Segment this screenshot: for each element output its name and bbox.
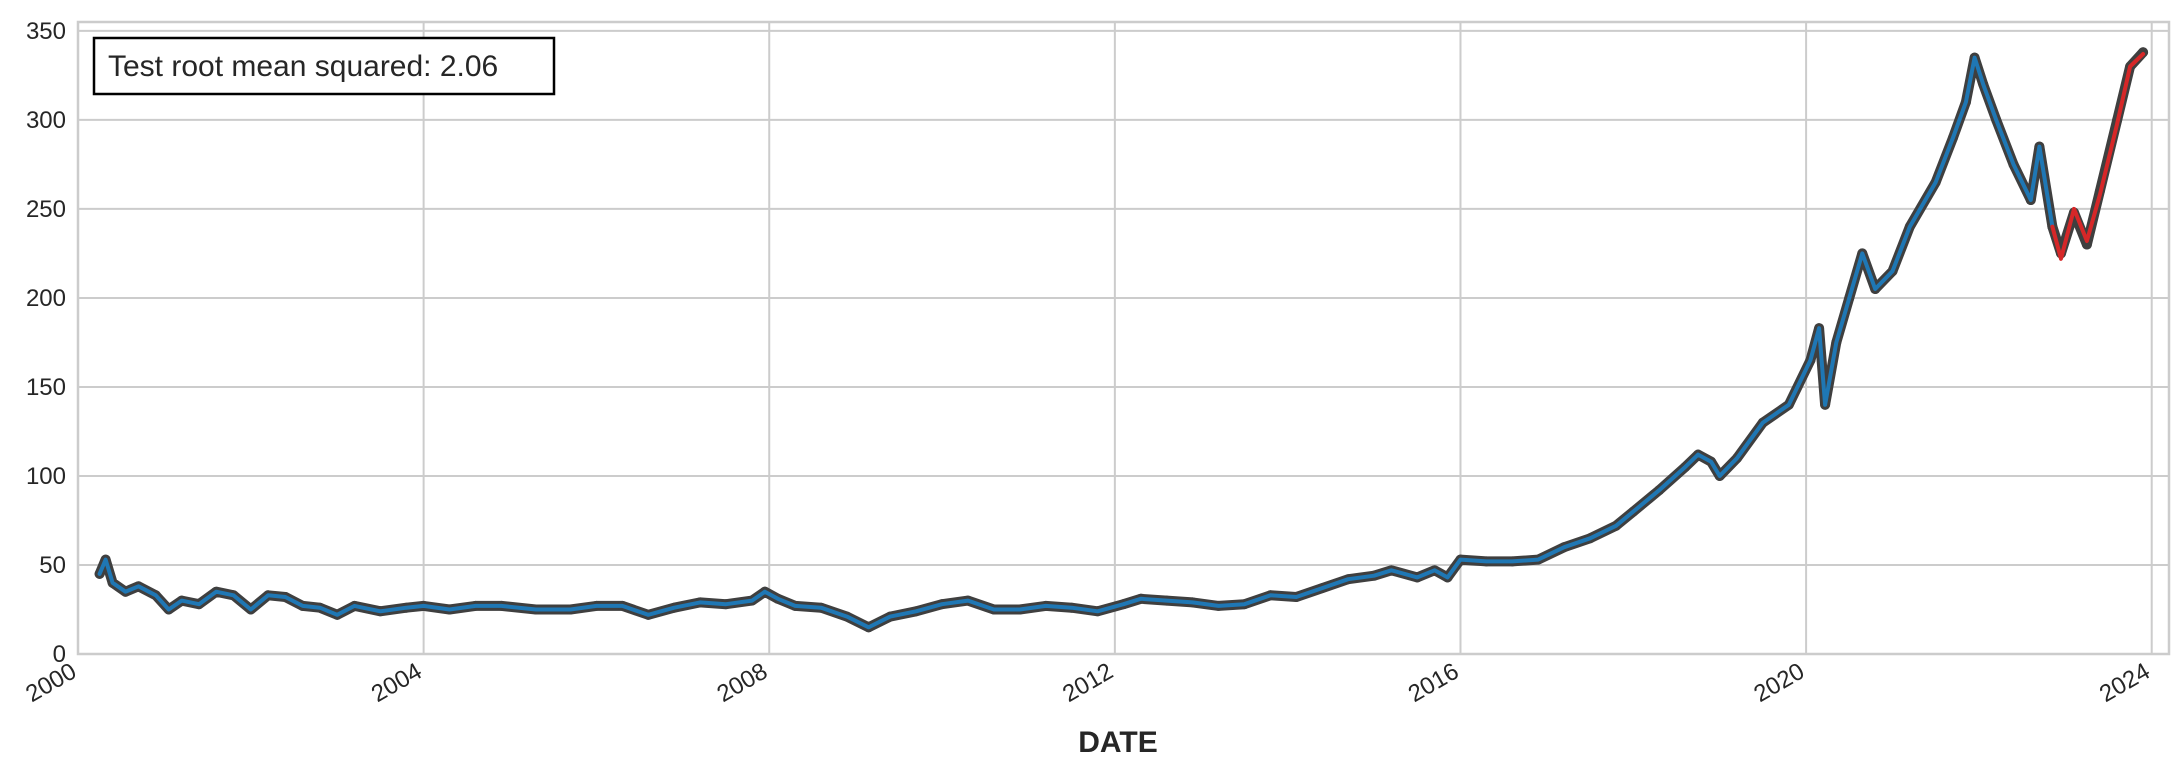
- y-tick-label: 0: [53, 641, 66, 668]
- y-tick-label: 300: [26, 107, 66, 134]
- x-axis-title: DATE: [1078, 726, 1157, 759]
- plot-frame: [76, 20, 2171, 656]
- y-tick-label: 100: [26, 463, 66, 490]
- annotation-text: Test root mean squared: 2.06: [108, 50, 498, 83]
- series-layer: [94, 47, 2149, 633]
- train-series-line: [97, 55, 2055, 630]
- plot-area: [78, 22, 2169, 654]
- y-axis: 0 50 100 150 200 250 300 350: [26, 18, 66, 668]
- y-tick-label: 200: [26, 285, 66, 312]
- data-point: [2081, 239, 2092, 250]
- y-tick-label: 250: [26, 196, 66, 223]
- rmse-annotation: Test root mean squared: 2.06: [92, 36, 556, 96]
- annotation-box: [92, 36, 556, 96]
- test-series-line: [2050, 52, 2146, 261]
- y-tick-label: 150: [26, 374, 66, 401]
- y-tick-label: 50: [39, 552, 66, 579]
- y-tick-label: 350: [26, 18, 66, 45]
- plot-border: [76, 20, 2171, 656]
